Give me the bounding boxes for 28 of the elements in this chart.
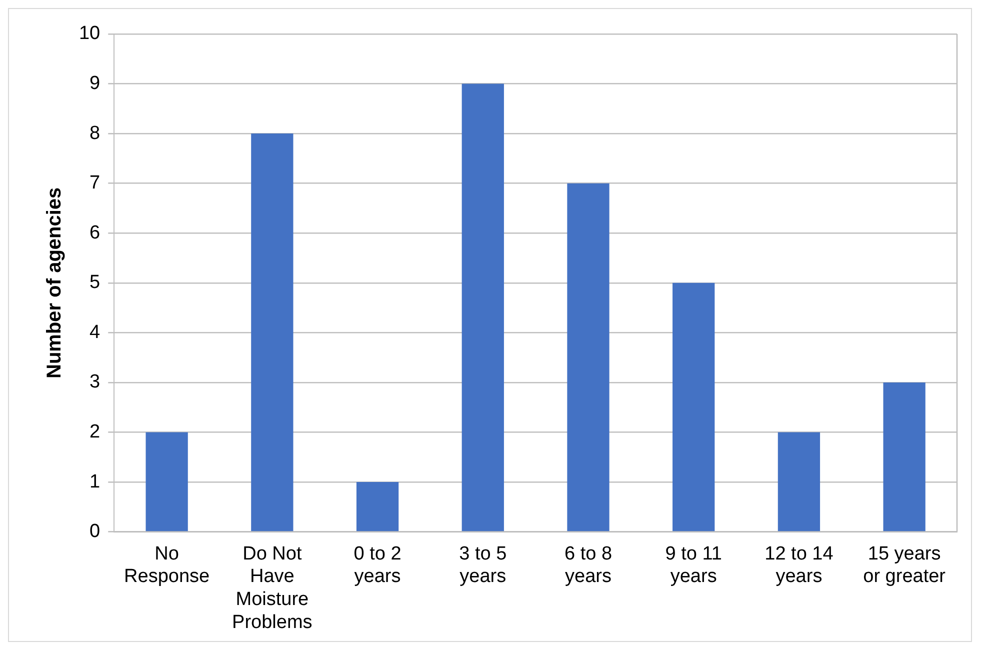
x-tick-label: 3 to 5 years [459, 543, 507, 588]
bar [567, 183, 610, 532]
x-tick-label: No Response [124, 543, 210, 588]
x-tick-label: Do Not Have Moisture Problems [232, 543, 312, 633]
y-tick-label: 5 [90, 272, 100, 294]
x-tick-label: 15 years or greater [863, 543, 946, 588]
bar [883, 382, 926, 532]
x-tick-label: 0 to 2 years [354, 543, 402, 588]
y-tick-label: 0 [90, 521, 100, 542]
bar [146, 432, 188, 532]
y-tick-label: 4 [90, 322, 101, 343]
y-tick-label: 1 [90, 471, 100, 492]
y-axis-title: Number of agencies [44, 187, 66, 378]
y-tick-label: 9 [90, 73, 100, 94]
y-tick-label: 3 [90, 372, 100, 393]
bar [462, 84, 504, 532]
bar [251, 134, 294, 532]
bar [356, 482, 399, 532]
x-tick-label: 6 to 8 years [564, 543, 612, 588]
y-tick-label: 2 [90, 421, 100, 442]
y-tick-label: 10 [78, 23, 100, 44]
y-tick-label: 6 [90, 222, 100, 244]
bar [778, 432, 820, 532]
y-tick-label: 7 [90, 172, 100, 194]
x-tick-label: 12 to 14 years [764, 543, 834, 588]
x-tick-label: 9 to 11 years [665, 543, 722, 588]
bar [672, 282, 715, 532]
y-tick-label: 8 [90, 122, 100, 144]
